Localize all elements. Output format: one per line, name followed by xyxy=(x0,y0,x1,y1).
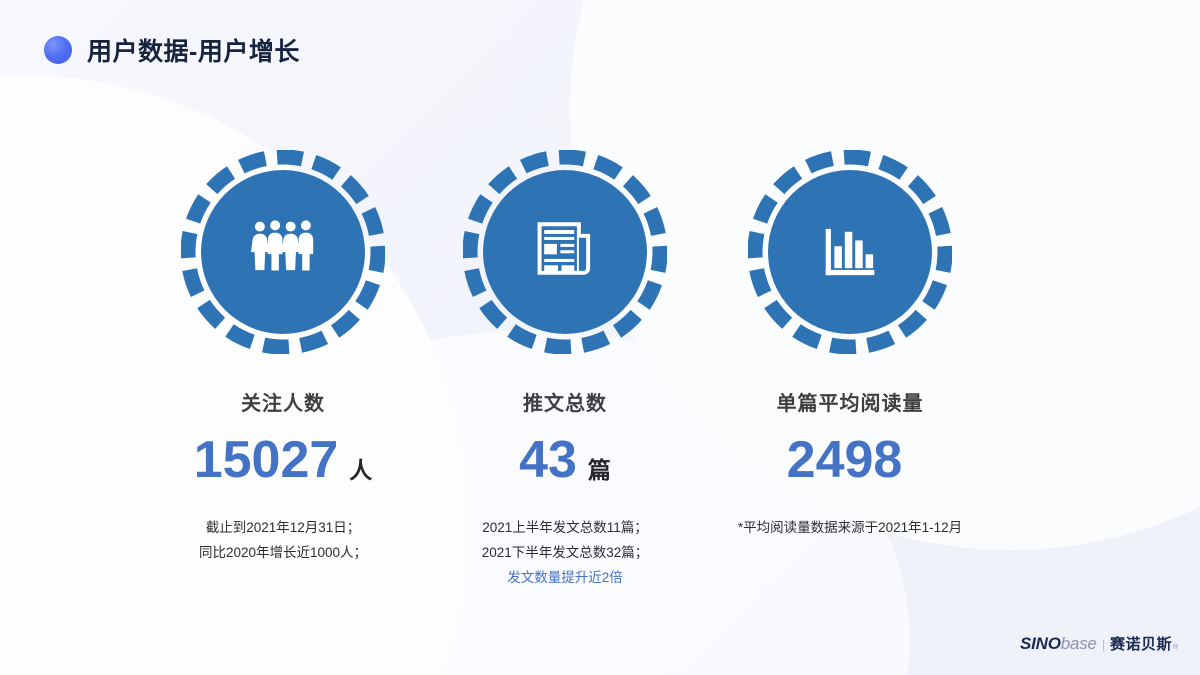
stat-badge xyxy=(181,150,385,354)
stat-note: 截止到2021年12月31日； xyxy=(205,520,361,535)
logo-primary-text: SINO xyxy=(1019,634,1061,653)
trademark-icon: ® xyxy=(1173,644,1178,651)
logo-secondary-text: base xyxy=(1060,634,1097,653)
stat-value: 43 xyxy=(519,431,577,489)
stats-row: 关注人数 15027 人 截止到2021年12月31日； 同比2020年增长近1… xyxy=(0,150,1200,620)
stat-label: 推文总数 xyxy=(523,393,607,415)
slide-title-row: 用户数据-用户增长 xyxy=(44,32,300,68)
bar-chart-icon xyxy=(748,150,952,354)
stat-card-articles: 推文总数 43 篇 2021上半年发文总数11篇； 2021下半年发文总数32篇… xyxy=(385,150,745,591)
stat-note: 同比2020年增长近1000人； xyxy=(198,544,368,560)
people-group-icon xyxy=(181,150,385,354)
stat-note: 2021上半年发文总数11篇； xyxy=(482,520,648,535)
stat-card-average-reads: 单篇平均阅读量 2498 *平均阅读量数据来源于2021年1-12月 xyxy=(670,150,1030,541)
stat-badge xyxy=(463,150,667,354)
stat-note-highlight: 发文数量提升近2倍 xyxy=(507,569,623,585)
page-title: 用户数据-用户增长 xyxy=(87,38,300,66)
stat-value: 2498 xyxy=(786,431,903,489)
stat-figure: 15027 人 xyxy=(103,434,463,486)
stat-label: 单篇平均阅读量 xyxy=(776,393,924,415)
stat-value: 15027 xyxy=(193,431,339,489)
stat-figure: 43 篇 xyxy=(385,434,745,486)
stat-card-followers: 关注人数 15027 人 截止到2021年12月31日； 同比2020年增长近1… xyxy=(103,150,463,566)
newspaper-icon xyxy=(463,150,667,354)
stat-notes: *平均阅读量数据来源于2021年1-12月 xyxy=(670,516,1030,541)
logo-separator: | xyxy=(1101,637,1106,652)
stat-note: 2021下半年发文总数32篇； xyxy=(481,544,649,560)
stat-note: *平均阅读量数据来源于2021年1-12月 xyxy=(737,520,963,535)
stat-unit: 人 xyxy=(349,457,373,483)
stat-badge xyxy=(748,150,952,354)
company-logo: SINO base | 赛诺贝斯 ® xyxy=(1020,633,1178,654)
stat-figure: 2498 xyxy=(670,434,1030,486)
stat-notes: 2021上半年发文总数11篇； 2021下半年发文总数32篇； 发文数量提升近2… xyxy=(385,516,745,591)
stat-unit: 篇 xyxy=(587,457,611,483)
filled-circle-bullet-icon xyxy=(44,36,72,64)
logo-chinese-text: 赛诺贝斯 xyxy=(1110,636,1173,653)
stat-label: 关注人数 xyxy=(241,393,325,415)
stat-notes: 截止到2021年12月31日； 同比2020年增长近1000人； xyxy=(103,516,463,566)
